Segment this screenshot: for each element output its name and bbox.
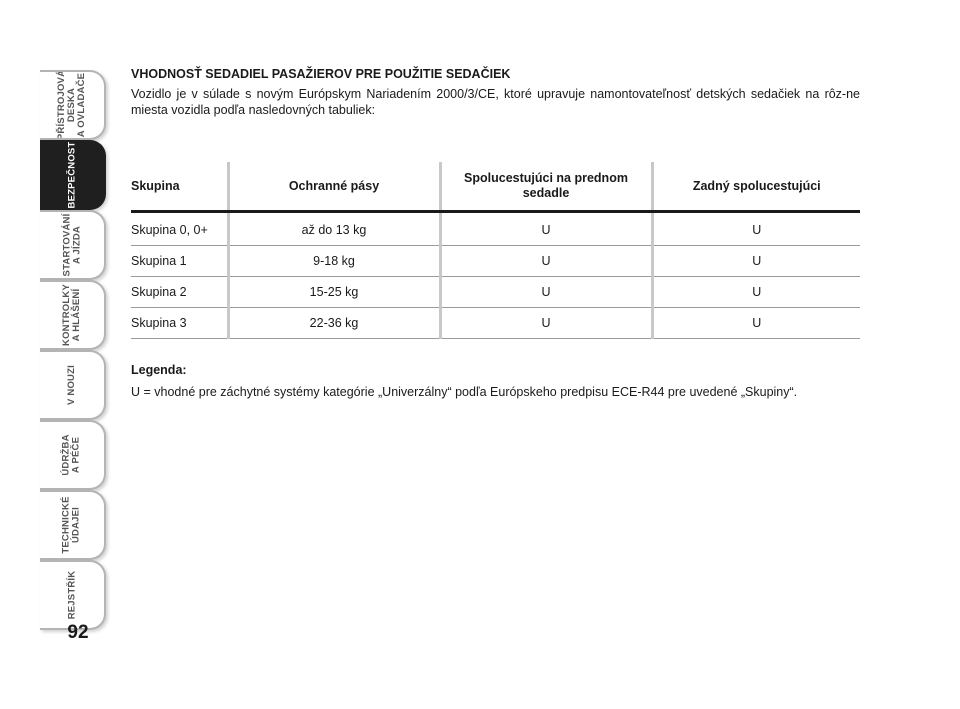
legend: Legenda: U = vhodné pre záchytné systémy… [131,362,860,400]
front-seat-cell: U [438,211,652,246]
table-row: Skupina 1 9-18 kg U U [131,245,860,277]
tab-bezpecnost[interactable]: BEZPEČNOST [40,140,106,210]
tab-label: TECHNICKÉ ÚDAJEI [61,496,82,554]
rear-seat-cell: U [650,307,860,339]
group-cell: Skupina 0, 0+ [131,211,228,246]
tab-label: STARTOVÁNÍ A JÍZDA [61,213,82,277]
tab-label: V NOUZI [66,365,77,405]
group-cell: Skupina 2 [131,276,228,308]
front-seat-cell: U [438,307,652,339]
rear-seat-cell: U [650,211,860,246]
rear-seat-cell: U [650,276,860,308]
column-header-belts: Ochranné pásy [226,162,440,213]
column-header-group: Skupina [131,162,228,213]
legend-text: U = vhodné pre záchytné systémy kategóri… [131,385,798,399]
weight-cell: až do 13 kg [226,211,440,246]
tab-label: BEZPEČNOST [66,141,77,209]
tab-label: PŘÍSTROJOVÁ DESKA A OVLADAČE [56,70,88,140]
weight-cell: 22-36 kg [226,307,440,339]
table-row: Skupina 0, 0+ až do 13 kg U U [131,211,860,246]
front-seat-cell: U [438,276,652,308]
tab-kontrolky[interactable]: KONTROLKY A HLÁŠENÍ [40,280,106,350]
weight-cell: 9-18 kg [226,245,440,277]
tab-technicke-udaje[interactable]: TECHNICKÉ ÚDAJEI [40,490,106,560]
table-header-row: Skupina Ochranné pásy Spolucestujúci na … [131,162,860,213]
table-row: Skupina 3 22-36 kg U U [131,307,860,339]
table-row: Skupina 2 15-25 kg U U [131,276,860,308]
legend-title: Legenda: [131,363,187,377]
section-title: VHODNOSŤ SEDADIEL PASAŽIEROV PRE POUŽITI… [131,67,511,81]
tab-udrzba[interactable]: ÚDRŽBA A PÉČE [40,420,106,490]
group-cell: Skupina 1 [131,245,228,277]
page-number: 92 [67,622,89,643]
seat-compatibility-table: Skupina Ochranné pásy Spolucestujúci na … [131,162,860,339]
section-content: VHODNOSŤ SEDADIEL PASAŽIEROV PRE POUŽITI… [131,66,860,118]
tab-label: ÚDRŽBA A PÉČE [61,434,82,476]
tab-label: KONTROLKY A HLÁŠENÍ [61,284,82,346]
tab-pristrojova-deska[interactable]: PŘÍSTROJOVÁ DESKA A OVLADAČE [40,70,106,140]
column-header-front-passenger: Spolucestujúci na prednom sedadle [438,162,652,213]
weight-cell: 15-25 kg [226,276,440,308]
intro-paragraph: Vozidlo je v súlade s novým Európskym Na… [131,87,860,117]
tab-startovani[interactable]: STARTOVÁNÍ A JÍZDA [40,210,106,280]
tab-v-nouzi[interactable]: V NOUZI [40,350,106,420]
front-seat-cell: U [438,245,652,277]
rear-seat-cell: U [650,245,860,277]
column-header-rear-passenger: Zadný spolucestujúci [650,162,860,213]
tab-label: REJSTŘÍK [66,570,77,620]
tab-rejstrik[interactable]: REJSTŘÍK [40,560,106,630]
group-cell: Skupina 3 [131,307,228,339]
